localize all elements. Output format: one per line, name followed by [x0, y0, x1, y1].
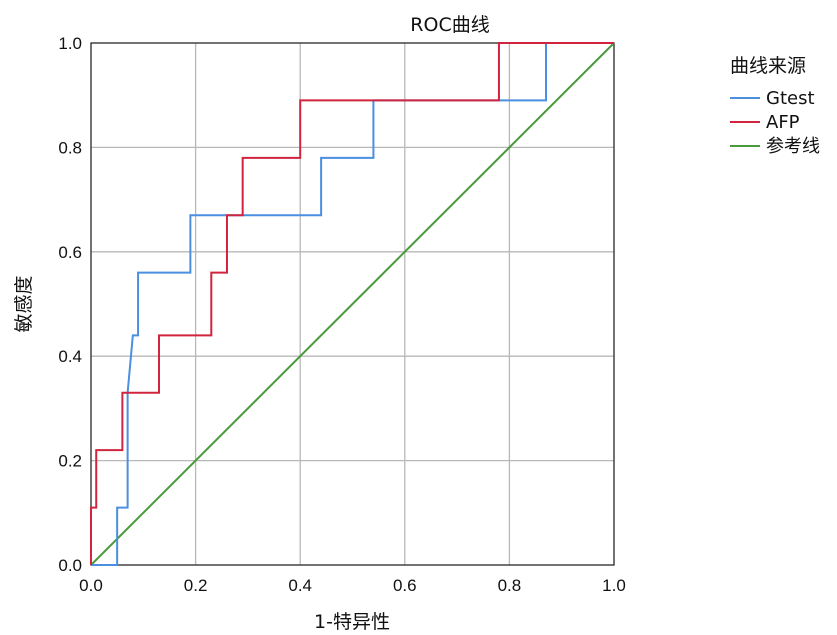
- y-tick-label: 0.8: [58, 138, 82, 157]
- x-tick-label: 0.6: [393, 576, 417, 595]
- y-tick-labels: 0.0 0.2 0.4 0.6 0.8 1.0: [58, 34, 82, 575]
- legend-item: 参考线: [730, 136, 820, 157]
- series-layer: [90, 42, 615, 566]
- x-tick-label: 1.0: [602, 576, 626, 595]
- series-line-reference: [90, 42, 615, 566]
- legend-item: AFP: [730, 112, 800, 133]
- legend-item: Gtest: [730, 88, 815, 109]
- plot-frame: [90, 42, 615, 566]
- chart-title: ROC曲线: [410, 14, 489, 36]
- x-tick-label: 0.8: [498, 576, 522, 595]
- x-axis-title: 1-特异性: [314, 611, 390, 633]
- x-tick-label: 0.4: [288, 576, 312, 595]
- legend-label: AFP: [766, 112, 800, 133]
- x-tick-label: 0.0: [79, 576, 103, 595]
- legend-label: Gtest: [766, 88, 815, 109]
- y-tick-label: 0.4: [58, 347, 82, 366]
- y-axis-title: 敏感度: [13, 275, 35, 332]
- y-tick-label: 1.0: [58, 34, 82, 53]
- y-tick-label: 0.0: [58, 556, 82, 575]
- y-tick-label: 0.2: [58, 452, 82, 471]
- legend-label: 参考线: [766, 136, 820, 157]
- series-line-afp: [90, 42, 614, 565]
- y-tick-label: 0.6: [58, 243, 82, 262]
- legend-items: Gtest AFP 参考线: [730, 88, 820, 157]
- x-tick-labels: 0.0 0.2 0.4 0.6 0.8 1.0: [79, 576, 626, 595]
- x-tick-label: 0.2: [184, 576, 208, 595]
- legend: 曲线来源 Gtest AFP 参考线: [730, 55, 820, 157]
- legend-title: 曲线来源: [730, 55, 806, 77]
